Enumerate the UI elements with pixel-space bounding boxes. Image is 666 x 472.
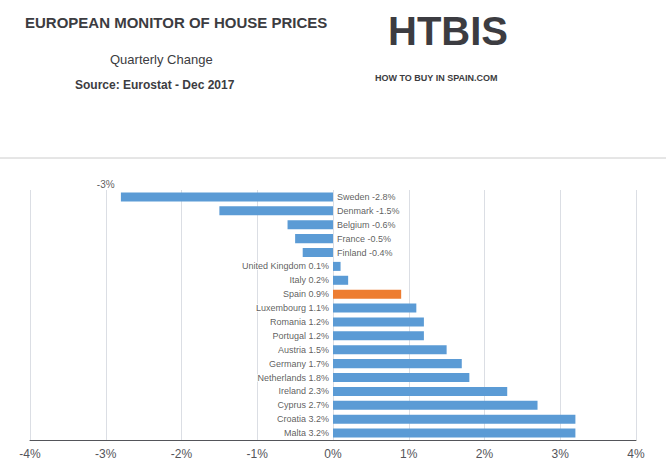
svg-text:Germany 1.7%: Germany 1.7% bbox=[269, 359, 329, 369]
svg-text:-3%: -3% bbox=[95, 447, 117, 461]
svg-text:HTBIS: HTBIS bbox=[388, 9, 508, 53]
svg-text:-2%: -2% bbox=[171, 447, 193, 461]
svg-text:Sweden -2.8%: Sweden -2.8% bbox=[337, 192, 396, 202]
svg-text:Luxembourg 1.1%: Luxembourg 1.1% bbox=[256, 303, 329, 313]
svg-text:France -0.5%: France -0.5% bbox=[337, 234, 391, 244]
svg-text:Austria 1.5%: Austria 1.5% bbox=[278, 345, 329, 355]
svg-text:Ireland 2.3%: Ireland 2.3% bbox=[278, 386, 329, 396]
svg-text:0%: 0% bbox=[324, 447, 342, 461]
svg-text:United Kingdom 0.1%: United Kingdom 0.1% bbox=[242, 261, 329, 271]
svg-text:3%: 3% bbox=[552, 447, 570, 461]
svg-text:Cyprus 2.7%: Cyprus 2.7% bbox=[277, 400, 329, 410]
svg-text:Denmark -1.5%: Denmark -1.5% bbox=[337, 206, 400, 216]
svg-text:Portugal 1.2%: Portugal 1.2% bbox=[272, 331, 329, 341]
svg-text:Netherlands 1.8%: Netherlands 1.8% bbox=[257, 373, 329, 383]
svg-text:Italy 0.2%: Italy 0.2% bbox=[289, 275, 329, 285]
svg-text:Croatia 3.2%: Croatia 3.2% bbox=[277, 414, 329, 424]
svg-text:-3%: -3% bbox=[97, 179, 115, 190]
svg-text:Malta 3.2%: Malta 3.2% bbox=[284, 428, 329, 438]
svg-text:Belgium -0.6%: Belgium -0.6% bbox=[337, 220, 396, 230]
svg-text:1%: 1% bbox=[400, 447, 418, 461]
svg-text:HOW TO BUY IN SPAIN.COM: HOW TO BUY IN SPAIN.COM bbox=[375, 73, 498, 83]
svg-text:Spain 0.9%: Spain 0.9% bbox=[283, 289, 329, 299]
svg-text:Source: Eurostat - Dec 2017: Source: Eurostat - Dec 2017 bbox=[75, 78, 235, 92]
svg-text:Finland -0.4%: Finland -0.4% bbox=[337, 248, 393, 258]
svg-text:2%: 2% bbox=[476, 447, 494, 461]
svg-text:Quarterly Change: Quarterly Change bbox=[110, 52, 213, 67]
svg-text:4%: 4% bbox=[627, 447, 645, 461]
svg-text:-4%: -4% bbox=[19, 447, 41, 461]
svg-text:Romania 1.2%: Romania 1.2% bbox=[270, 317, 329, 327]
svg-text:EUROPEAN MONITOR OF HOUSE PRIC: EUROPEAN MONITOR OF HOUSE PRICES bbox=[25, 14, 327, 31]
svg-text:-1%: -1% bbox=[247, 447, 269, 461]
